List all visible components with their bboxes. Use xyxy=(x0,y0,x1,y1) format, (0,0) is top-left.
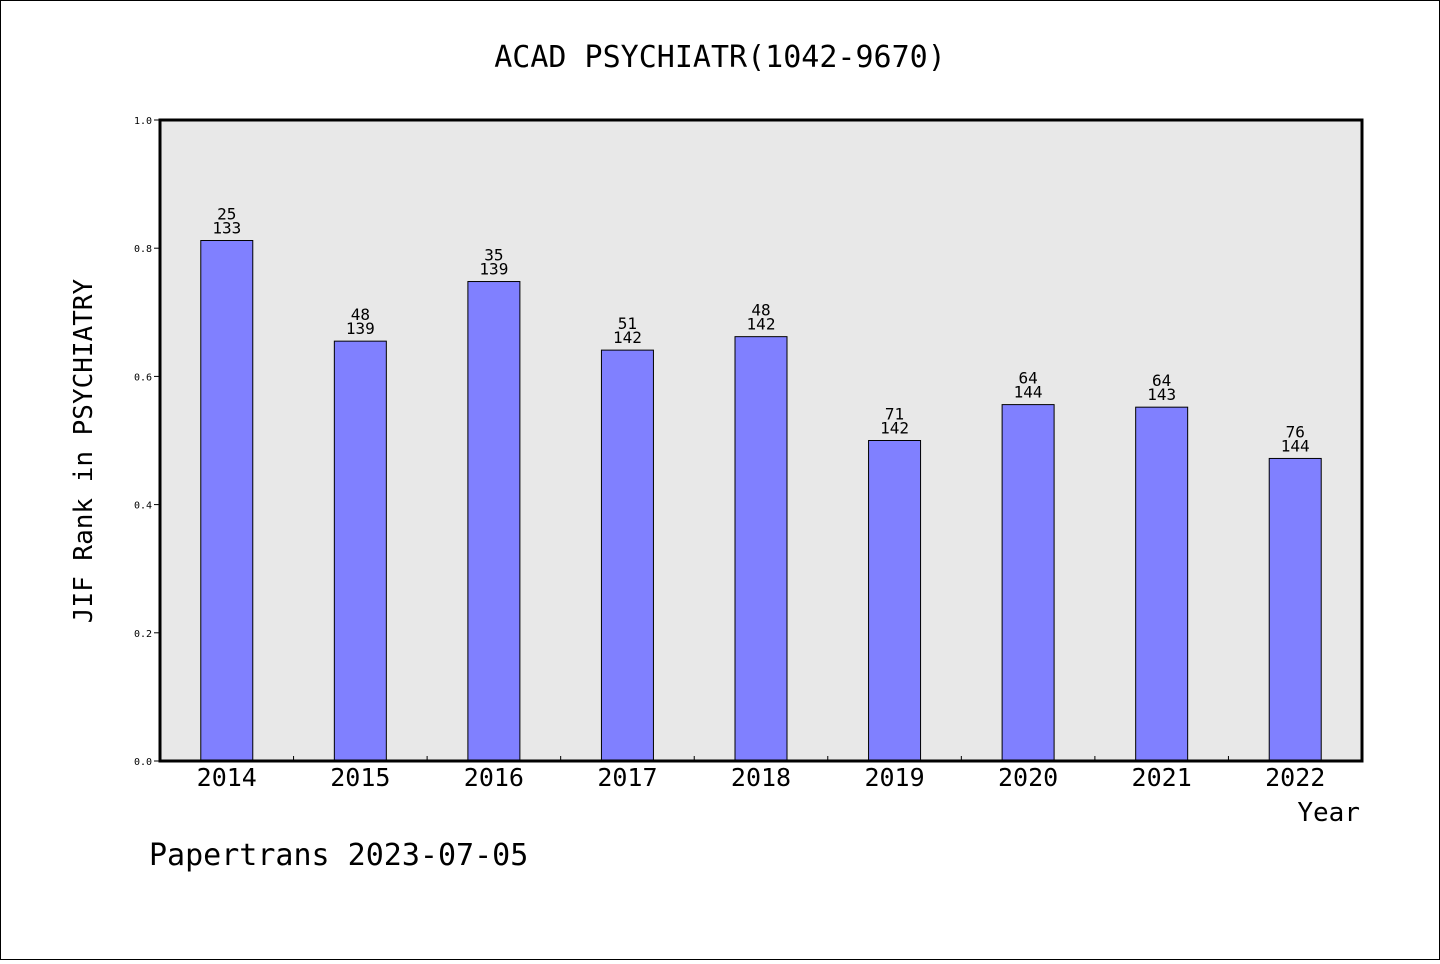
y-tick-label: 1.0 xyxy=(134,116,152,127)
x-tick-label: 2015 xyxy=(330,763,390,792)
footer-credit: Papertrans 2023-07-05 xyxy=(149,838,528,873)
y-tick-label: 0.8 xyxy=(134,244,152,255)
bar-rank-label: 48 xyxy=(351,305,370,324)
bar-total-label: 144 xyxy=(1281,436,1310,455)
bar-rank-label: 76 xyxy=(1286,422,1305,441)
bar-total-label: 139 xyxy=(479,260,508,279)
y-tick-label: 0.2 xyxy=(134,629,152,640)
x-tick-label: 2017 xyxy=(597,763,657,792)
y-axis: 0.0 0.2 0.4 0.6 0.8 1.0 xyxy=(134,116,160,768)
bar-rank-label: 51 xyxy=(618,314,637,333)
bar-total-label: 143 xyxy=(1147,385,1176,404)
y-axis-label: JIF Rank in PSYCHIATRY xyxy=(69,278,99,623)
bar-total-label: 142 xyxy=(747,315,776,334)
chart-title: ACAD PSYCHIATR(1042-9670) xyxy=(494,40,946,75)
bar xyxy=(734,336,788,762)
bar-total-label: 139 xyxy=(346,319,375,338)
y-tick-label: 0.6 xyxy=(134,372,152,383)
plot-border xyxy=(158,118,1364,763)
bar-rank-label: 71 xyxy=(885,405,904,424)
x-tick-label: 2019 xyxy=(864,763,924,792)
bar-total-label: 142 xyxy=(613,328,642,347)
bar xyxy=(333,340,387,762)
bar xyxy=(1135,406,1189,762)
x-tick-label: 2021 xyxy=(1132,763,1192,792)
x-tick-label: 2020 xyxy=(998,763,1058,792)
bar-total-label: 142 xyxy=(880,419,909,438)
x-tick-label: 2014 xyxy=(197,763,257,792)
bar xyxy=(868,440,922,762)
x-axis: 2014 2015 2016 2017 2018 2019 2020 2021 2022 xyxy=(197,756,1325,792)
y-tick-label: 0.4 xyxy=(134,501,152,512)
x-tick-label: 2016 xyxy=(464,763,524,792)
x-axis-label: Year xyxy=(1297,798,1360,828)
bar xyxy=(1001,404,1055,762)
bar-rank-label: 35 xyxy=(484,246,503,265)
bars-group: 2513348139351395114248142711426414464143… xyxy=(200,205,1322,762)
bar-rank-label: 64 xyxy=(1018,369,1037,388)
bar xyxy=(600,349,654,762)
x-tick-label: 2018 xyxy=(731,763,791,792)
bar-total-label: 144 xyxy=(1014,383,1043,402)
bar xyxy=(1268,457,1322,762)
bar xyxy=(467,281,521,762)
y-tick-label: 0.0 xyxy=(134,757,152,768)
bar-total-label: 133 xyxy=(212,219,241,238)
bar xyxy=(200,240,254,762)
bar-rank-label: 64 xyxy=(1152,371,1171,390)
x-tick-label: 2022 xyxy=(1265,763,1325,792)
bar-rank-label: 25 xyxy=(217,205,236,224)
bar-rank-label: 48 xyxy=(751,301,770,320)
